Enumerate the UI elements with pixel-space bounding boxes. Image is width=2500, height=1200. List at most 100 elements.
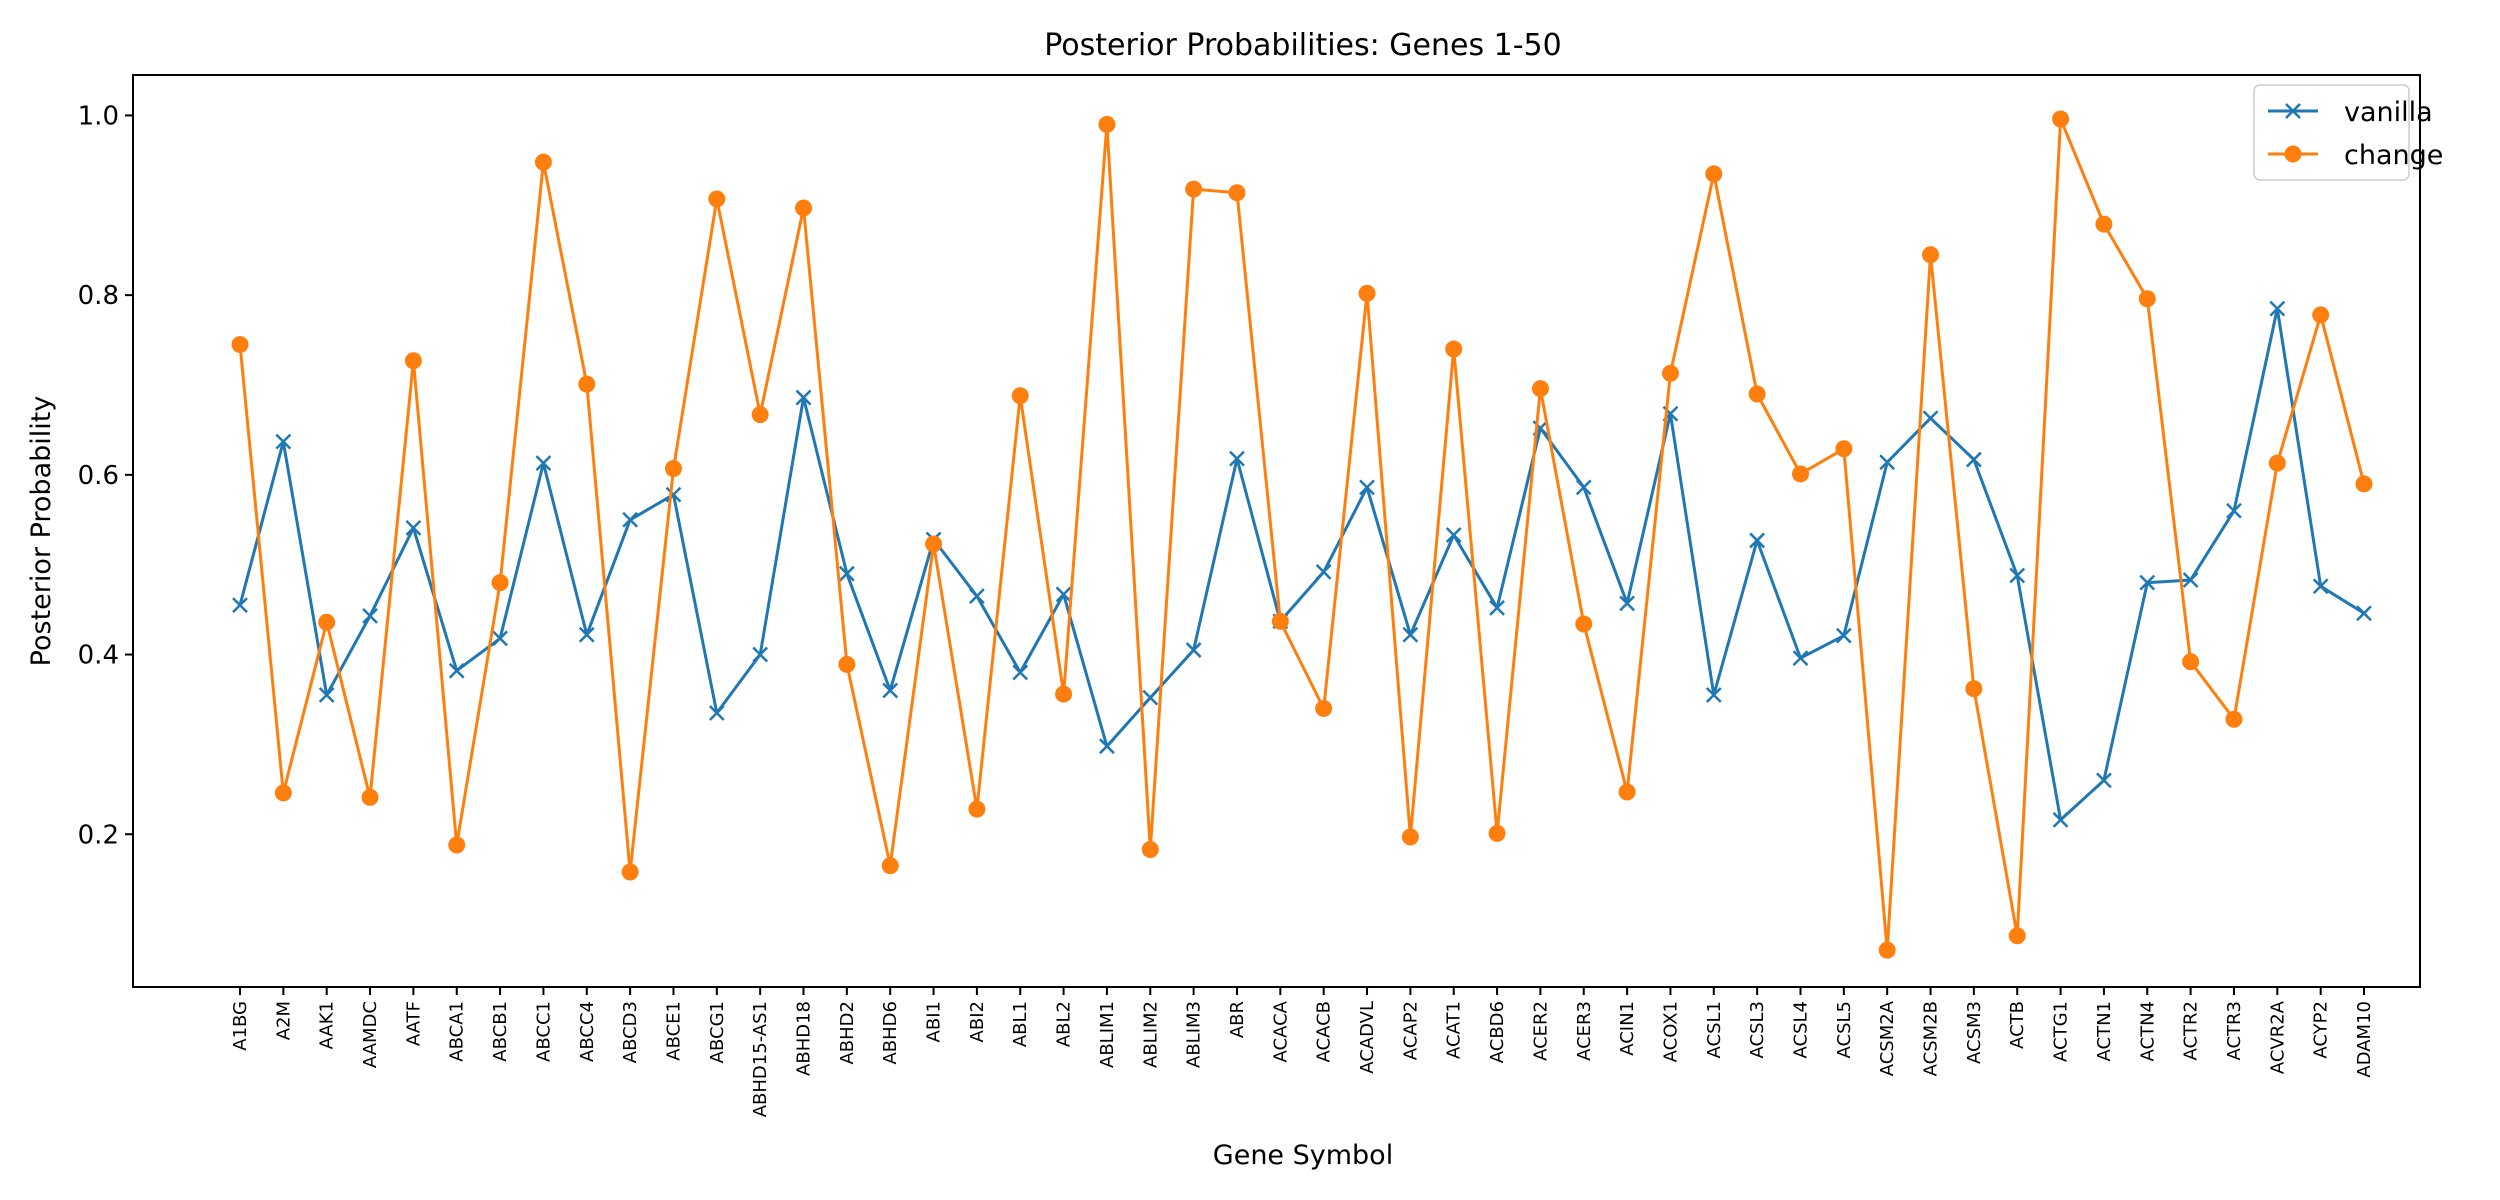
data-point-change xyxy=(1358,284,1376,302)
x-tick-label: ABLIM3 xyxy=(1184,1001,1205,1068)
y-tick-label: 1.0 xyxy=(78,101,119,131)
data-point-change xyxy=(231,336,249,354)
data-point-vanilla xyxy=(2009,567,2026,584)
data-point-vanilla xyxy=(708,705,725,721)
legend-label-change: change xyxy=(2344,140,2443,171)
data-point-change xyxy=(2095,215,2113,233)
data-point-change xyxy=(1661,364,1679,382)
x-tick-label: ACTN4 xyxy=(2137,1001,2158,1061)
data-point-vanilla xyxy=(1445,527,1462,543)
data-point-change xyxy=(838,655,856,673)
data-point-change xyxy=(1141,841,1159,859)
legend: vanilla change xyxy=(2253,84,2443,181)
data-point-vanilla xyxy=(232,597,248,614)
x-tick-label: ACER3 xyxy=(1574,1001,1595,1061)
data-point-change xyxy=(1531,380,1549,398)
x-tick-label: ACOX1 xyxy=(1660,1001,1681,1062)
y-axis: 0.2 0.4 0.6 0.8 1.0 xyxy=(78,101,133,850)
data-point-change xyxy=(621,863,639,881)
data-point-change xyxy=(1011,387,1029,405)
data-point-change xyxy=(1965,680,1983,698)
x-tick-label: ACAP2 xyxy=(1400,1001,1421,1060)
data-point-change xyxy=(2182,653,2200,671)
data-point-change xyxy=(274,784,292,802)
data-point-change xyxy=(2225,710,2243,728)
legend-marker-change xyxy=(2284,145,2302,163)
y-tick-label: 0.6 xyxy=(78,461,119,491)
x-tick-label: ABCC1 xyxy=(533,1001,554,1062)
x-tick-label: ACSM3 xyxy=(1964,1001,1985,1064)
x-tick-label: ACTG1 xyxy=(2051,1001,2072,1062)
x-tick-label: ACACB xyxy=(1314,1001,1335,1062)
x-tick-label: ABLIM2 xyxy=(1140,1001,1161,1068)
data-point-change xyxy=(491,574,509,592)
data-point-vanilla xyxy=(1229,450,1245,467)
data-point-vanilla xyxy=(448,662,465,679)
x-tick-label: ACTB xyxy=(2007,1001,2028,1049)
x-tick-label: ACTR3 xyxy=(2224,1001,2245,1061)
data-point-vanilla xyxy=(578,626,595,643)
data-point-vanilla xyxy=(795,389,812,406)
data-point-change xyxy=(578,375,596,393)
series-line-change xyxy=(238,117,2366,952)
data-point-vanilla xyxy=(2312,578,2329,595)
data-point-change xyxy=(2138,290,2156,308)
y-tick-label: 0.2 xyxy=(78,820,119,850)
x-tick-label: ABCE1 xyxy=(663,1001,684,1061)
data-point-vanilla xyxy=(2226,502,2242,519)
y-tick-label: 0.4 xyxy=(78,641,119,671)
data-point-vanilla xyxy=(969,588,985,605)
x-tick-label: ABR xyxy=(1227,1001,1248,1038)
series-change xyxy=(231,110,2373,959)
x-tick-label: AAK1 xyxy=(317,1001,338,1049)
x-axis-label: Gene Symbol xyxy=(1213,1140,1393,1171)
x-tick-label: ABLIM1 xyxy=(1097,1001,1118,1068)
x-tick-label: ABHD15-AS1 xyxy=(750,1001,771,1117)
x-tick-label: ADAM10 xyxy=(2354,1001,2375,1078)
plot-area xyxy=(132,74,2421,988)
x-tick-label: ACBD6 xyxy=(1487,1001,1508,1063)
x-tick-label: ACAT1 xyxy=(1444,1001,1465,1059)
x-tick-label: ACSM2A xyxy=(1877,1000,1898,1076)
data-point-vanilla xyxy=(275,433,292,450)
data-point-change xyxy=(1705,165,1723,183)
y-tick-label: 0.8 xyxy=(78,281,119,311)
data-point-vanilla xyxy=(622,511,639,528)
data-point-change xyxy=(1271,612,1289,630)
x-tick-label: ABCG1 xyxy=(707,1001,728,1063)
data-point-change xyxy=(1748,385,1766,403)
x-axis: A1BG A2M AAK1 AAMDC AATF ABCA1 ABCB1 ABCC1 ABCC4… xyxy=(230,987,2375,1117)
x-tick-label: ACADVL xyxy=(1357,1001,1378,1074)
data-point-change xyxy=(404,352,422,370)
data-point-change xyxy=(448,836,466,854)
chart-title: Posterior Probabilities: Genes 1-50 xyxy=(1044,28,1561,63)
data-point-change xyxy=(2052,110,2070,128)
legend-marker-vanilla xyxy=(2285,103,2301,119)
series-vanilla xyxy=(232,300,2372,828)
data-point-vanilla xyxy=(535,455,552,472)
data-point-vanilla xyxy=(1402,626,1419,643)
data-point-change xyxy=(1185,180,1203,198)
x-tick-label: ABHD18 xyxy=(794,1001,815,1076)
x-tick-label: ACACA xyxy=(1270,1000,1291,1062)
x-tick-label: ACSM2B xyxy=(1921,1001,1942,1076)
x-tick-label: ABL2 xyxy=(1054,1001,1075,1047)
data-point-vanilla xyxy=(1705,687,1722,703)
x-tick-label: ACER2 xyxy=(1530,1001,1551,1061)
data-point-vanilla xyxy=(838,565,855,582)
data-point-change xyxy=(1488,824,1506,842)
x-tick-label: ACSL1 xyxy=(1704,1001,1725,1058)
data-point-change xyxy=(925,535,943,553)
data-point-vanilla xyxy=(492,630,508,647)
data-point-change xyxy=(968,800,986,818)
data-point-vanilla xyxy=(1185,642,1202,658)
x-tick-label: ACSL3 xyxy=(1747,1001,1768,1058)
x-tick-label: ABHD2 xyxy=(837,1001,858,1065)
data-point-vanilla xyxy=(1965,451,1982,468)
legend-label-vanilla: vanilla xyxy=(2344,97,2433,128)
data-point-change xyxy=(881,857,899,875)
data-point-vanilla xyxy=(2356,605,2372,622)
data-point-vanilla xyxy=(1055,586,1072,603)
data-point-vanilla xyxy=(2182,572,2199,588)
x-tick-label: A1BG xyxy=(230,1001,251,1051)
